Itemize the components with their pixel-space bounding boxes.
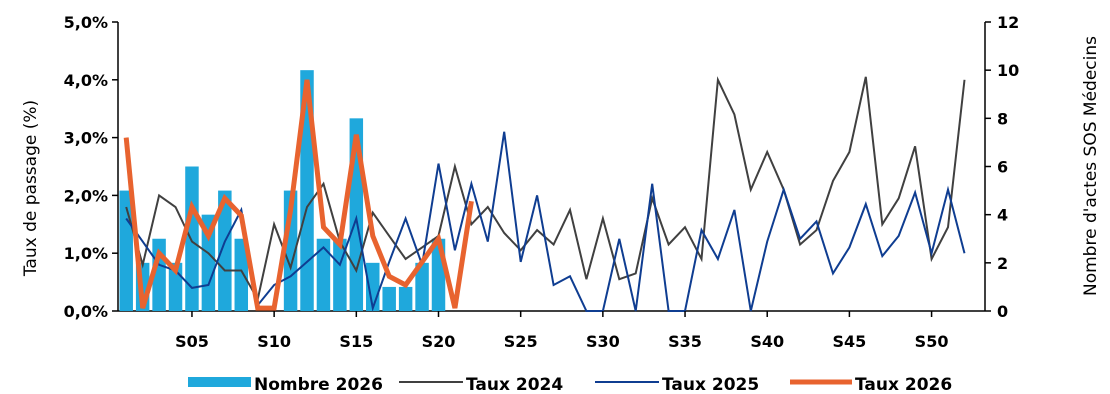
y-left-tick-label: 1,0% [64,244,108,263]
y-right-tick-label: 12 [997,13,1019,32]
bar-week-7 [218,190,232,311]
x-tick-label: S30 [586,332,620,351]
x-tick-label: S05 [175,332,209,351]
y-right-tick-label: 0 [997,302,1008,321]
y-right-tick-label: 10 [997,61,1019,80]
legend-label-taux-2025: Taux 2025 [662,375,759,394]
y-left-tick-label: 2,0% [64,186,108,205]
legend: Nombre 2026 Taux 2024 Taux 2025 Taux 202… [188,375,952,394]
y-left-ticks: 0,0% 1,0% 2,0% 3,0% 4,0% 5,0% [64,13,118,321]
y-right-tick-label: 2 [997,254,1008,273]
x-tick-label: S15 [339,332,373,351]
plot-area: 0,0% 1,0% 2,0% 3,0% 4,0% 5,0% 0 2 4 6 8 10 12 S05 S1… [64,13,1020,351]
bar-week-19 [415,262,429,311]
legend-label-taux-2024: Taux 2024 [466,375,563,394]
x-tick-label: S40 [750,332,784,351]
x-tick-label: S50 [915,332,949,351]
x-ticks: S05 S10 S15 S20 S25 S30 S35 S40 S45 S50 [175,311,948,351]
x-tick-label: S35 [668,332,702,351]
y-axis-left-title: Taux de passage (%) [21,100,41,277]
bar-week-13 [316,238,331,311]
y-left-tick-label: 5,0% [64,13,108,32]
legend-label-bars: Nombre 2026 [254,375,383,394]
bars-group [119,70,446,312]
x-tick-label: S10 [257,332,291,351]
y-right-tick-label: 8 [997,109,1008,128]
bar-week-8 [234,238,249,311]
x-tick-label: S20 [422,332,456,351]
line-taux-2026 [123,79,474,311]
y-right-ticks: 0 2 4 6 8 10 12 [985,13,1019,321]
lines-group [123,76,966,312]
y-right-tick-label: 4 [997,206,1008,225]
line-taux-2025 [125,131,966,312]
y-axis-right-title: Nombre d'actes SOS Médecins [1081,36,1101,296]
legend-label-taux-2026: Taux 2026 [855,375,952,394]
bar-week-6 [201,214,216,311]
y-left-tick-label: 0,0% [64,302,108,321]
legend-swatch-bars [188,377,251,387]
bar-week-17 [382,286,396,311]
y-right-tick-label: 6 [997,158,1008,177]
bar-week-5 [185,166,199,311]
x-tick-label: S45 [833,332,867,351]
x-tick-label: S25 [504,332,538,351]
y-left-tick-label: 4,0% [64,71,108,90]
y-left-tick-label: 3,0% [64,129,108,148]
bar-week-18 [398,286,413,311]
